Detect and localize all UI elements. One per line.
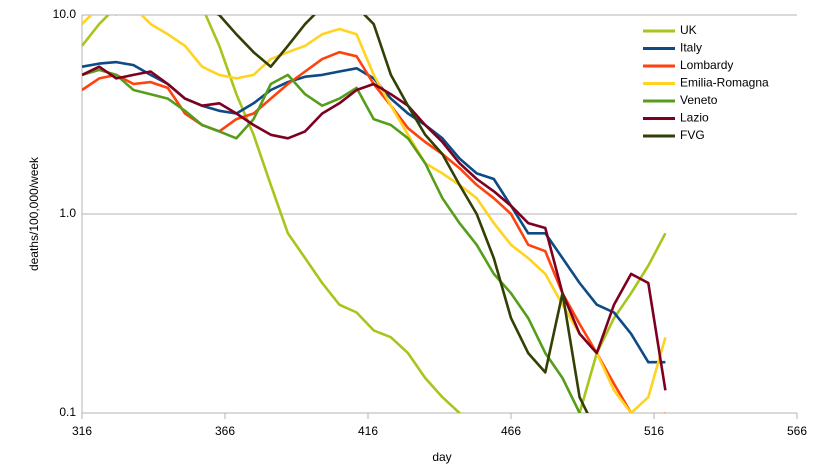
series-line — [82, 65, 667, 391]
legend-label: Lombardy — [680, 58, 733, 72]
series-line — [216, 15, 589, 413]
series-line — [82, 68, 582, 413]
y-tick-label: 1.0 — [59, 206, 76, 220]
legend-label: UK — [680, 23, 697, 37]
x-axis-label: day — [432, 450, 451, 464]
x-tick-label: 566 — [787, 424, 807, 438]
y-axis-label: deaths/100,000/week — [27, 156, 41, 271]
legend-label: Veneto — [680, 93, 718, 107]
y-tick-label: 10.0 — [53, 7, 77, 21]
legend-label: Lazio — [680, 111, 709, 125]
x-tick-label: 516 — [644, 424, 664, 438]
x-tick-label: 416 — [358, 424, 378, 438]
y-tick-label: 0.1 — [59, 405, 76, 419]
x-tick-label: 366 — [215, 424, 235, 438]
series-line — [82, 50, 666, 413]
series-line — [82, 60, 666, 364]
x-tick-label: 466 — [501, 424, 521, 438]
legend-label: Italy — [680, 41, 702, 55]
plot-area — [82, 15, 667, 413]
x-tick-label: 316 — [72, 424, 92, 438]
legend-label: FVG — [680, 128, 705, 142]
legend-label: Emilia-Romagna — [680, 76, 769, 90]
series-line — [82, 15, 667, 413]
series-line — [82, 15, 667, 413]
